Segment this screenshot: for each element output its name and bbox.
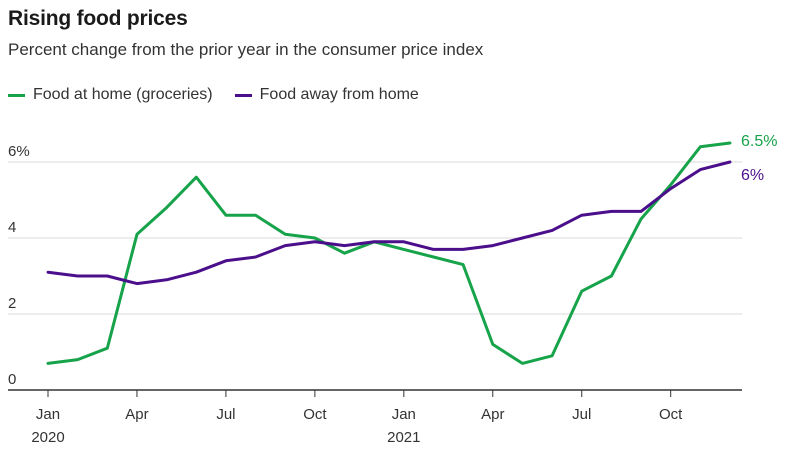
legend-item-food-at-home: Food at home (groceries) — [8, 86, 213, 104]
x-tick-label: Oct — [659, 406, 683, 423]
end-label-food-at-home: 6.5% — [741, 133, 777, 150]
series-lines — [46, 141, 732, 365]
x-tick-label: Jan — [36, 406, 60, 423]
grid-lines — [8, 161, 742, 391]
legend-label-food-away: Food away from home — [259, 86, 419, 103]
x-tick-label: Apr — [125, 406, 148, 423]
x-tick-label: Jul — [572, 406, 591, 423]
series-line-food-at-home — [46, 141, 732, 365]
chart-subtitle: Percent change from the prior year in th… — [8, 40, 484, 59]
legend-item-food-away: Food away from home — [234, 86, 419, 104]
legend-swatch-food-at-home — [8, 93, 25, 97]
x-tick-year-label: 2021 — [387, 429, 420, 446]
x-tick-label: Jul — [216, 406, 235, 423]
x-axis-ticks: Jan 2020 Apr Jul Oct Jan 2021 Apr Jul Oct — [31, 390, 683, 446]
legend-swatch-food-away — [234, 93, 252, 97]
y-tick-label-6: 6% — [8, 143, 30, 160]
y-tick-label-4: 4 — [8, 219, 16, 236]
chart-title: Rising food prices — [8, 7, 188, 30]
y-axis-ticks: 0 2 4 6% — [8, 143, 30, 388]
legend-label-food-at-home: Food at home (groceries) — [33, 86, 213, 103]
y-tick-label-0: 0 — [8, 371, 16, 388]
legend: Food at home (groceries) Food away from … — [8, 86, 441, 104]
end-label-food-away-from-home: 6% — [741, 167, 764, 184]
end-labels: 6.5% 6% — [741, 133, 777, 184]
x-tick-label: Apr — [481, 406, 504, 423]
x-tick-label: Jan — [392, 406, 416, 423]
y-tick-label-2: 2 — [8, 295, 16, 312]
series-line-food-away-from-home — [46, 160, 732, 286]
x-tick-label: Oct — [303, 406, 327, 423]
x-tick-year-label: 2020 — [31, 429, 64, 446]
